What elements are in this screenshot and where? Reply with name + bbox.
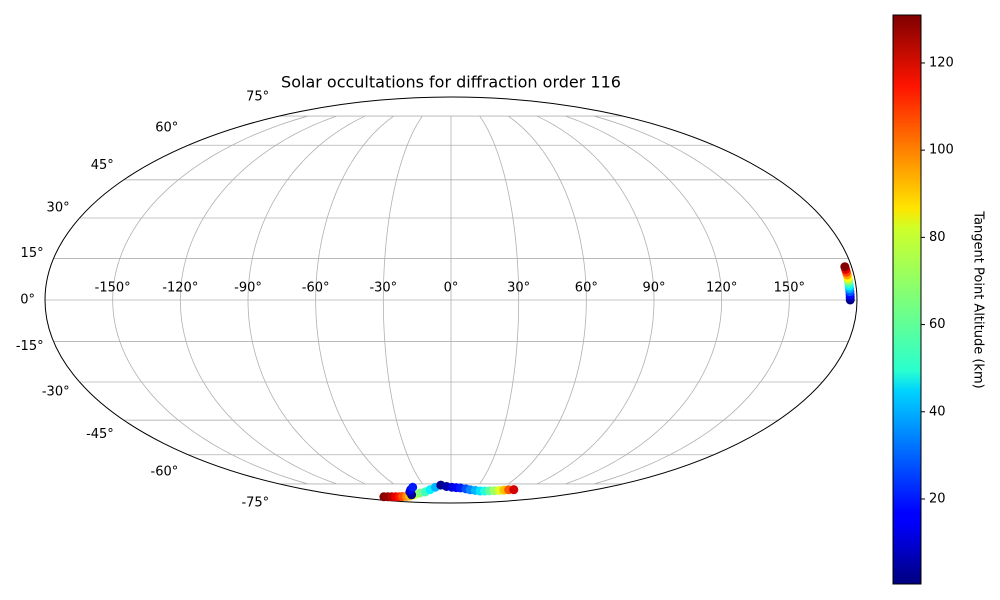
x-tick-label: -30° [369,281,397,296]
x-tick-label: 150° [774,281,805,296]
colorbar-label: Tangent Point Altitude (km) [971,210,986,388]
y-tick-label: 0° [20,293,35,308]
colorbar-tick-label: 120 [929,55,954,70]
y-tick-label: -15° [16,339,44,354]
grid-line [179,115,337,485]
data-point [840,262,850,272]
grid-line [536,115,655,485]
data-point [408,482,418,492]
y-tick-label: -60° [151,465,179,480]
colorbar-tick-label: 100 [929,143,954,158]
grid-line [112,115,308,485]
x-tick-label: -120° [162,281,198,296]
x-tick-label: 120° [706,281,737,296]
x-tick-label: 60° [575,281,598,296]
colorbar-tick-label: 40 [929,404,946,419]
x-tick-label: 90° [642,281,665,296]
data-point [509,485,519,495]
grid-line [508,115,587,485]
x-tick-label: -60° [302,281,330,296]
y-tick-label: -75° [241,496,269,511]
x-tick-label: 0° [444,281,459,296]
chart-title: Solar occultations for diffraction order… [281,73,621,92]
y-tick-label: 30° [47,200,70,215]
colorbar-tick-label: 80 [929,230,946,245]
y-tick-label: 45° [91,158,114,173]
grid-line [382,115,423,485]
x-tick-label: 30° [507,281,530,296]
grid-line [565,115,723,485]
y-tick-label: 60° [155,120,178,135]
grid-line [594,115,790,485]
grid-line [479,115,520,485]
x-tick-label: -90° [234,281,262,296]
colorbar-tick-label: 20 [929,491,946,506]
grid-line [315,115,394,485]
y-tick-label: -45° [86,427,114,442]
colorbar-tick-label: 60 [929,317,946,332]
y-tick-label: 15° [21,246,44,261]
colorbar [892,14,922,585]
grid-line [247,115,366,485]
x-tick-label: -150° [95,281,131,296]
y-tick-label: 75° [246,89,269,104]
y-tick-label: -30° [42,385,70,400]
map-outline [44,96,858,504]
